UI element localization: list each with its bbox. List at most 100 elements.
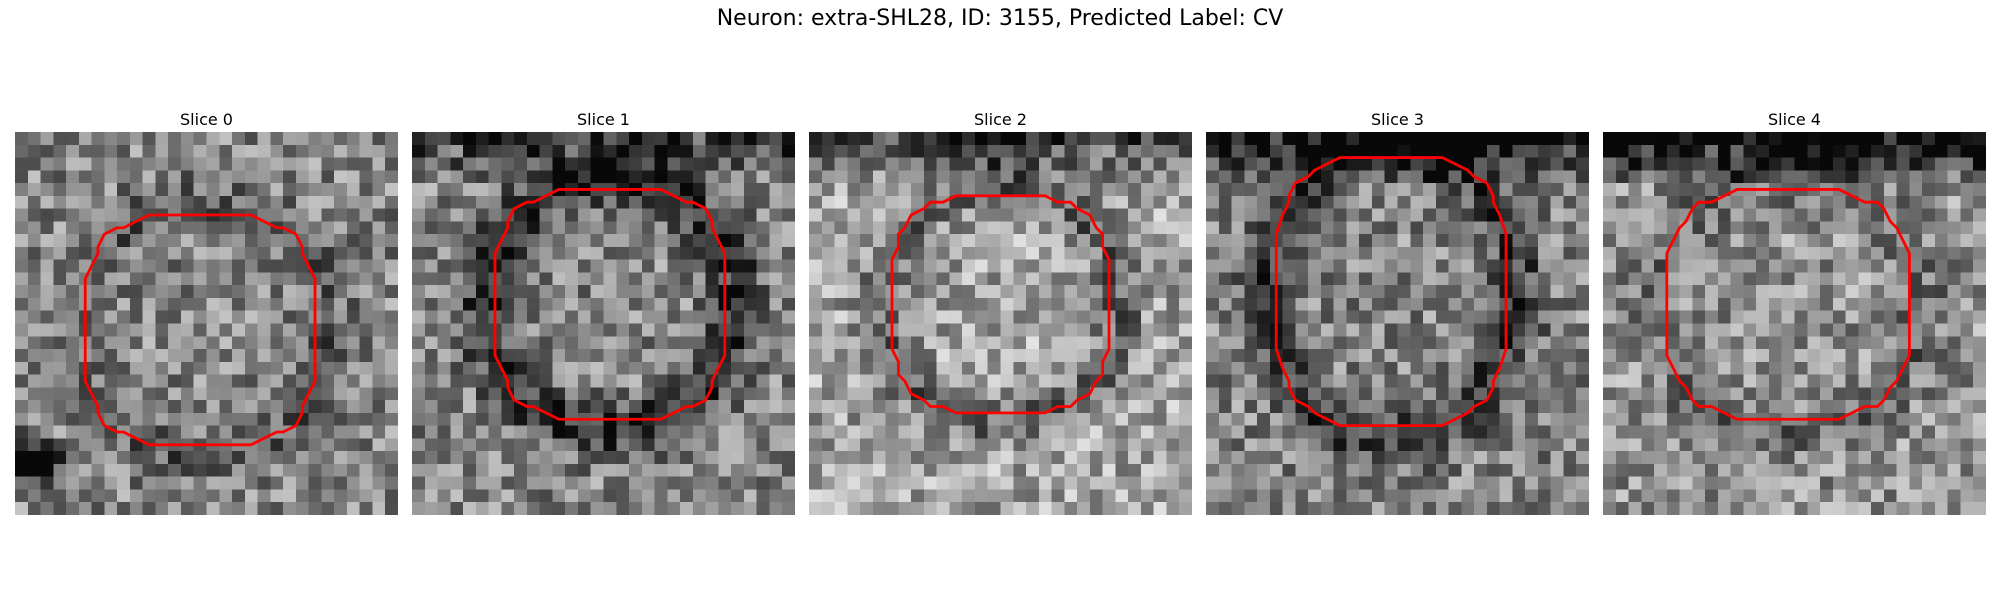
pixel-cell xyxy=(1743,349,1757,363)
pixel-cell xyxy=(1115,259,1129,273)
pixel-cell xyxy=(40,272,54,286)
pixel-cell xyxy=(911,297,925,311)
pixel-cell xyxy=(1692,132,1706,146)
pixel-cell xyxy=(1077,349,1091,363)
pixel-cell xyxy=(1371,157,1385,171)
pixel-cell xyxy=(1576,285,1589,299)
pixel-cell xyxy=(514,285,528,299)
pixel-cell xyxy=(1666,195,1680,209)
pixel-cell xyxy=(860,170,874,184)
pixel-cell xyxy=(898,170,912,184)
pixel-cell xyxy=(539,310,553,324)
pixel-cell xyxy=(1934,323,1948,337)
pixel-cell xyxy=(514,336,528,350)
pixel-cell xyxy=(1448,170,1462,184)
pixel-cell xyxy=(1308,463,1322,477)
pixel-cell xyxy=(1550,463,1564,477)
pixel-cell xyxy=(1166,183,1180,197)
pixel-cell xyxy=(1705,476,1719,490)
pixel-cell xyxy=(514,374,528,388)
pixel-cell xyxy=(1807,336,1821,350)
pixel-cell xyxy=(1397,144,1411,158)
pixel-cell xyxy=(1320,183,1334,197)
pixel-cell xyxy=(1089,234,1103,248)
pixel-cell xyxy=(1960,208,1974,222)
pixel-cell xyxy=(219,297,233,311)
pixel-cell xyxy=(346,387,360,401)
pixel-cell xyxy=(155,285,169,299)
pixel-cell xyxy=(359,170,373,184)
pixel-cell xyxy=(949,489,963,503)
pixel-cell xyxy=(1282,349,1296,363)
pixel-cell xyxy=(321,285,335,299)
pixel-cell xyxy=(974,208,988,222)
pixel-cell xyxy=(1768,157,1782,171)
pixel-cell xyxy=(244,144,258,158)
pixel-cell xyxy=(437,234,451,248)
pixel-cell xyxy=(911,349,925,363)
pixel-cell xyxy=(1563,221,1577,235)
pixel-cell xyxy=(1153,234,1167,248)
pixel-cell xyxy=(526,502,540,515)
pixel-cell xyxy=(168,374,182,388)
pixel-cell xyxy=(603,502,617,515)
pixel-cell xyxy=(1257,438,1271,452)
pixel-cell xyxy=(743,132,757,146)
pixel-cell xyxy=(667,285,681,299)
pixel-cell xyxy=(1692,489,1706,503)
pixel-cell xyxy=(232,221,246,235)
pixel-cell xyxy=(782,195,795,209)
pixel-cell xyxy=(346,323,360,337)
pixel-cell xyxy=(1448,463,1462,477)
pixel-cell xyxy=(1641,297,1655,311)
pixel-cell xyxy=(117,361,131,375)
pixel-cell xyxy=(526,246,540,260)
pixel-cell xyxy=(743,272,757,286)
pixel-cell xyxy=(872,438,886,452)
pixel-cell xyxy=(1909,285,1923,299)
pixel-cell xyxy=(27,157,41,171)
pixel-cell xyxy=(1807,144,1821,158)
pixel-cell xyxy=(1883,285,1897,299)
pixel-cell xyxy=(860,489,874,503)
pixel-cell xyxy=(244,349,258,363)
pixel-cell xyxy=(603,349,617,363)
pixel-cell xyxy=(1679,170,1693,184)
pixel-cell xyxy=(603,170,617,184)
pixel-cell xyxy=(872,489,886,503)
pixel-cell xyxy=(283,246,297,260)
pixel-cell xyxy=(834,400,848,414)
pixel-cell xyxy=(667,259,681,273)
pixel-cell xyxy=(450,272,464,286)
pixel-cell xyxy=(501,183,515,197)
pixel-cell xyxy=(168,234,182,248)
pixel-cell xyxy=(577,310,591,324)
pixel-cell xyxy=(1871,489,1885,503)
pixel-cell xyxy=(1615,170,1629,184)
pixel-cell xyxy=(1909,170,1923,184)
pixel-cell xyxy=(270,489,284,503)
pixel-cell xyxy=(1628,132,1642,146)
pixel-cell xyxy=(206,297,220,311)
pixel-cell xyxy=(1333,195,1347,209)
pixel-cell xyxy=(629,259,643,273)
pixel-cell xyxy=(15,132,29,146)
pixel-cell xyxy=(1820,310,1834,324)
pixel-cell xyxy=(1832,234,1846,248)
pixel-cell xyxy=(450,361,464,375)
pixel-cell xyxy=(987,234,1001,248)
pixel-cell xyxy=(1423,144,1437,158)
pixel-cell xyxy=(974,438,988,452)
pixel-cell xyxy=(66,144,80,158)
pixel-cell xyxy=(731,425,745,439)
pixel-cell xyxy=(577,221,591,235)
pixel-cell xyxy=(270,132,284,146)
pixel-cell xyxy=(1320,489,1334,503)
pixel-cell xyxy=(1179,463,1192,477)
pixel-cell xyxy=(1397,451,1411,465)
pixel-cell xyxy=(1269,208,1283,222)
pixel-cell xyxy=(1768,170,1782,184)
pixel-cell xyxy=(142,272,156,286)
pixel-cell xyxy=(334,451,348,465)
pixel-cell xyxy=(1179,412,1192,426)
